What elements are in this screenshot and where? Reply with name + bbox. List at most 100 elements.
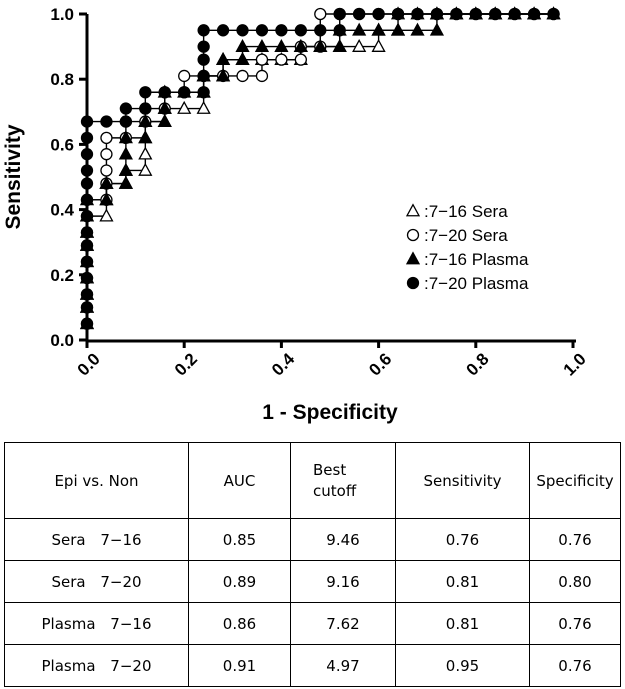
row-label: Plasma 7−16: [4, 602, 189, 645]
cell-cutoff: 9.46: [290, 518, 396, 561]
point-7-16-plasma: [157, 100, 172, 114]
cell-specificity: 0.76: [529, 602, 621, 645]
x-tick-label: 0.2: [171, 349, 201, 379]
cell-sensitivity: 0.81: [395, 560, 530, 603]
point-7-16-plasma: [313, 38, 328, 52]
point-7-20-plasma: [197, 24, 210, 37]
cell-sensitivity: 0.76: [395, 518, 530, 561]
row-label: Plasma 7−20: [4, 644, 189, 687]
point-7-20-sera: [100, 131, 113, 145]
point-7-20-sera: [275, 53, 288, 66]
row-label: Sera 7−20: [4, 560, 189, 603]
point-7-16-plasma: [118, 175, 133, 189]
roc-chart: 0.0 0.2 0.4 0.6 0.8 1.0 0.0 0.2 0.4 0.6 0.8 1.0 :7−…: [2, 5, 590, 424]
legend: :7−16 Sera:7−20 Sera:7−16 Plasma:7−20 Pl…: [405, 202, 529, 293]
point-7-20-plasma: [391, 7, 405, 21]
cell-auc: 0.85: [188, 518, 291, 561]
point-7-20-plasma: [178, 86, 191, 99]
legend-label: :7−20 Plasma: [424, 274, 529, 293]
point-7-20-plasma: [450, 7, 463, 21]
point-7-16-sera: [138, 146, 153, 160]
y-tick-label: 0.4: [50, 201, 74, 220]
point-7-16-plasma: [118, 130, 133, 144]
point-7-16-plasma: [293, 38, 308, 52]
legend-label: :7−16 Plasma: [424, 250, 529, 269]
point-7-16-plasma: [118, 146, 133, 160]
point-7-16-sera: [196, 100, 211, 114]
header-best-cutoff: Best cutoff: [290, 442, 396, 519]
table-row: Plasma 7−16 0.86 7.62 0.81 0.76: [4, 602, 621, 645]
point-7-16-sera: [138, 162, 153, 176]
cell-sensitivity: 0.81: [395, 602, 530, 645]
y-axis-title: Sensitivity: [2, 124, 25, 229]
cell-specificity: 0.76: [529, 644, 621, 687]
x-tick-label: 0.4: [268, 349, 299, 380]
x-tick-label: 1.0: [560, 349, 590, 379]
point-7-16-plasma: [215, 51, 231, 66]
point-7-20-plasma: [469, 7, 482, 21]
cell-auc: 0.91: [188, 644, 291, 687]
point-7-20-plasma: [489, 7, 502, 21]
point-7-20-plasma: [216, 24, 230, 37]
cell-specificity: 0.76: [529, 518, 621, 561]
series-layer: [79, 6, 561, 330]
y-tick-label: 0.0: [50, 331, 74, 350]
legend-symbol: [405, 251, 421, 265]
point-7-20-plasma: [353, 7, 366, 21]
point-7-20-plasma: [100, 115, 113, 128]
point-7-20-plasma: [139, 102, 152, 115]
point-7-20-plasma: [197, 86, 210, 99]
point-7-20-plasma: [547, 7, 560, 21]
point-7-16-sera: [99, 208, 114, 222]
cell-auc: 0.86: [188, 602, 291, 645]
point-7-16-plasma: [429, 22, 445, 36]
point-7-16-sera: [352, 38, 367, 52]
point-7-16-sera: [177, 100, 192, 114]
ticks-layer: 0.0 0.2 0.4 0.6 0.8 1.0 0.0 0.2 0.4 0.6 0.8 1.0: [50, 5, 589, 380]
point-7-20-sera: [100, 164, 113, 177]
point-7-16-plasma: [410, 22, 425, 36]
point-7-20-plasma: [119, 115, 133, 128]
point-7-20-plasma: [139, 86, 152, 99]
table-header-row: Epi vs. Non AUC Best cutoff Sensitivity …: [4, 442, 621, 519]
point-7-20-sera: [255, 69, 269, 83]
point-7-20-plasma: [411, 7, 424, 21]
point-7-16-plasma: [138, 113, 153, 127]
point-7-20-plasma: [333, 24, 346, 37]
point-7-20-plasma: [508, 7, 521, 21]
header-auc: AUC: [188, 442, 291, 519]
point-7-20-plasma: [197, 69, 210, 83]
row-label: Sera 7−16: [4, 518, 189, 561]
point-7-16-plasma: [332, 38, 347, 52]
point-7-16-plasma: [118, 162, 133, 176]
point-7-20-plasma: [255, 24, 269, 37]
cell-cutoff: 4.97: [290, 644, 396, 687]
point-7-16-plasma: [99, 175, 114, 189]
y-tick-label: 0.2: [50, 266, 74, 285]
point-7-20-sera: [100, 148, 113, 161]
point-7-16-plasma: [138, 130, 153, 144]
point-7-16-plasma: [235, 51, 250, 66]
point-7-20-sera: [236, 69, 249, 83]
point-7-20-plasma: [197, 53, 210, 66]
point-7-16-plasma: [274, 38, 289, 52]
point-7-20-plasma: [197, 40, 210, 53]
point-7-20-plasma: [333, 7, 346, 21]
axes-layer: [85, 14, 576, 343]
point-7-20-plasma: [275, 24, 288, 37]
header-best-cutoff-text: Best cutoff: [313, 460, 357, 500]
table-row: Sera 7−20 0.89 9.16 0.81 0.80: [4, 560, 621, 603]
point-7-16-plasma: [254, 38, 270, 52]
cell-cutoff: 9.16: [290, 560, 396, 603]
point-7-20-plasma: [527, 7, 541, 21]
legend-symbol: [405, 203, 421, 217]
point-7-20-plasma: [294, 24, 307, 37]
point-7-20-sera: [294, 53, 307, 66]
point-7-20-plasma: [236, 24, 249, 37]
legend-label: :7−16 Sera: [424, 202, 508, 221]
point-7-20-sera: [178, 69, 191, 83]
point-7-16-plasma: [215, 68, 231, 82]
point-7-20-sera: [255, 53, 269, 66]
y-tick-label: 1.0: [50, 5, 74, 24]
point-7-16-plasma: [99, 192, 114, 206]
